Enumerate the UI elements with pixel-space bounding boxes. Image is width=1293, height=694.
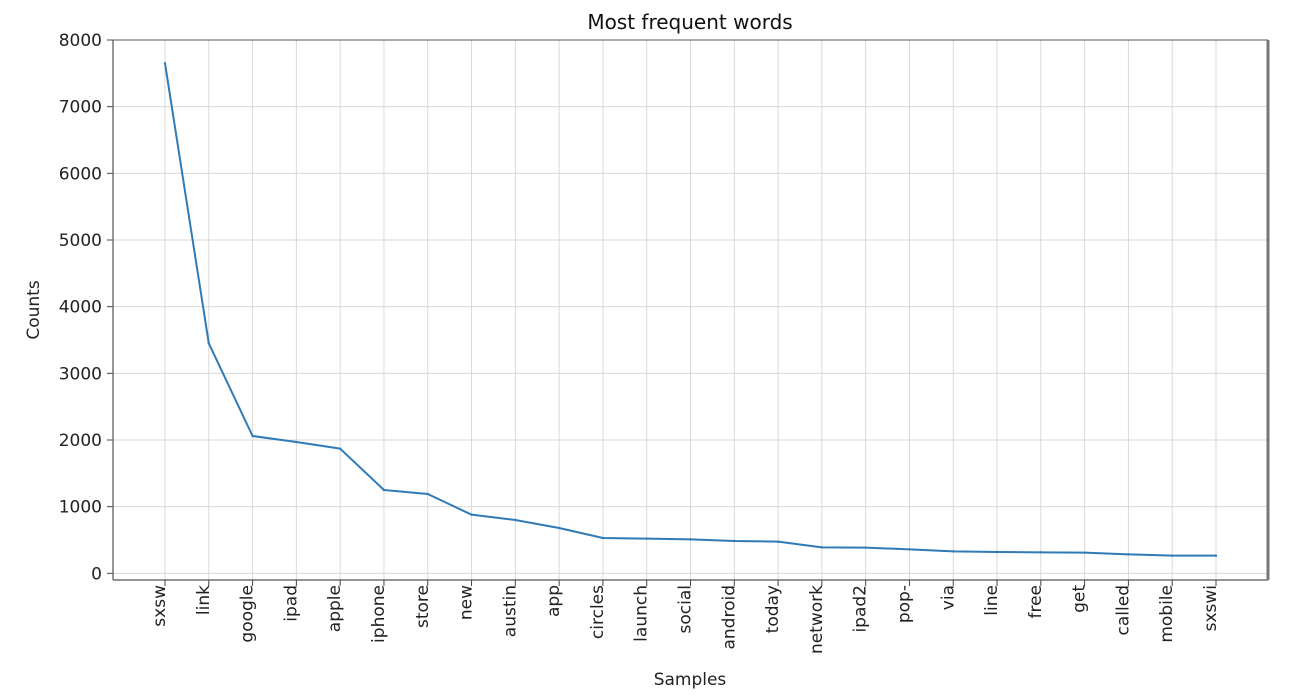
x-tick-label: link (194, 585, 214, 615)
x-tick-label: circles (588, 585, 608, 639)
x-tick-label: free (1026, 585, 1046, 619)
x-tick-label: called (1113, 585, 1133, 635)
data-point (645, 537, 648, 540)
x-tick-label: mobile (1157, 585, 1177, 643)
y-tick-label: 8000 (59, 31, 102, 51)
x-tick-label: new (457, 585, 477, 620)
data-point (1039, 551, 1043, 554)
data-point (601, 536, 605, 540)
data-point (1127, 553, 1130, 556)
data-point (207, 342, 210, 345)
data-point (689, 538, 692, 541)
data-point (295, 440, 298, 444)
x-tick-label: iphone (369, 585, 389, 643)
x-tick-label: social (676, 585, 696, 633)
data-point (514, 518, 517, 522)
x-tick-label: sxsw (150, 585, 170, 627)
axes-frame (112, 39, 1270, 581)
data-point (776, 540, 780, 543)
y-tick-label: 3000 (59, 364, 102, 384)
data-point (163, 62, 167, 65)
x-tick-label: austin (500, 585, 520, 637)
x-tick-label: google (238, 585, 258, 643)
data-point (820, 546, 824, 549)
chart-title: Most frequent words (587, 10, 792, 34)
data-point (1171, 554, 1174, 557)
x-tick-label: via (938, 585, 958, 610)
y-axis-title: Counts (24, 280, 44, 339)
y-tick-label: 2000 (59, 431, 102, 451)
x-tick-label: android (719, 585, 739, 650)
data-point (1083, 551, 1086, 554)
y-tick-label: 1000 (59, 498, 102, 518)
data-point (338, 447, 342, 450)
data-point (864, 546, 867, 549)
y-tick-label: 6000 (59, 164, 102, 184)
data-point (426, 492, 429, 496)
x-tick-label: store (413, 585, 433, 628)
y-tick-label: 4000 (59, 298, 102, 318)
data-point (1214, 554, 1218, 557)
data-point (382, 488, 386, 492)
x-tick-label: ipad (281, 585, 301, 622)
x-tick-label: apple (325, 585, 345, 632)
data-point (470, 513, 473, 516)
x-tick-label: network (807, 585, 827, 654)
x-tick-label: today (763, 585, 783, 633)
y-tick-label: 5000 (59, 231, 102, 251)
x-tick-labels: sxsw link google ipad apple iphone store new aus… (150, 585, 1221, 654)
x-tick-label: ipad2 (851, 585, 871, 633)
series-layer (163, 62, 1218, 557)
data-point (733, 539, 736, 543)
x-tick-label: app (544, 585, 564, 617)
x-tick-label: launch (632, 585, 652, 642)
tick-marks (107, 39, 1217, 586)
y-tick-labels: 0 1000 2000 3000 4000 5000 6000 7000 8000 (59, 31, 102, 584)
x-axis-title: Samples (654, 670, 727, 690)
data-point (557, 526, 561, 530)
data-point (995, 550, 999, 554)
x-tick-label: pop- (894, 585, 914, 623)
y-tick-label: 0 (91, 564, 102, 584)
data-point (908, 548, 911, 551)
x-tick-label: get (1070, 585, 1090, 613)
x-tick-label: line (982, 585, 1002, 616)
data-point (952, 550, 955, 553)
y-tick-label: 7000 (59, 98, 102, 118)
data-point (251, 434, 254, 438)
x-tick-label: sxswi (1201, 585, 1221, 631)
